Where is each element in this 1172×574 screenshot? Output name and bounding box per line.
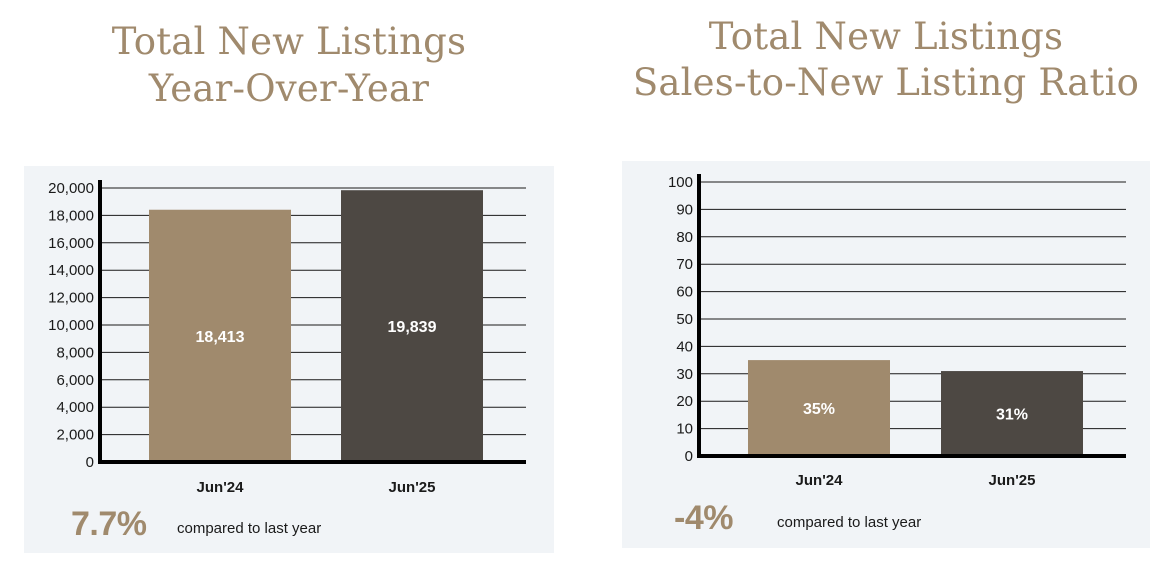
chart-title-left: Total New Listings Year-Over-Year bbox=[24, 18, 554, 112]
right-bar-value-label: 35% bbox=[803, 401, 835, 418]
left-y-tick-label: 12,000 bbox=[48, 290, 94, 307]
right-y-tick-label: 40 bbox=[676, 338, 693, 355]
left-y-tick-label: 0 bbox=[86, 454, 94, 471]
right-y-tick-label: 70 bbox=[676, 256, 693, 273]
left-y-tick-label: 14,000 bbox=[48, 262, 94, 279]
right-y-tick-label: 100 bbox=[668, 174, 693, 191]
chart-title-right-line1: Total New Listings bbox=[708, 15, 1064, 58]
chart-title-right: Total New Listings Sales-to-New Listing … bbox=[622, 14, 1150, 106]
left-y-tick-label: 18,000 bbox=[48, 207, 94, 224]
chart-left-svg: 0 2,000 4,000 6,000 8,000 10,000 12,000 14,000 1… bbox=[48, 180, 526, 496]
left-bar bbox=[341, 190, 483, 463]
right-y-tick-label: 0 bbox=[685, 448, 693, 465]
chart-title-right-line2: Sales-to-New Listing Ratio bbox=[632, 61, 1140, 104]
right-bar bbox=[748, 360, 890, 456]
right-x-tick-label: Jun'25 bbox=[989, 472, 1036, 489]
left-y-tick-label: 20,000 bbox=[48, 180, 94, 197]
change-percent-left: 7.7% bbox=[71, 505, 147, 543]
left-x-tick-label: Jun'25 bbox=[389, 479, 436, 496]
change-percent-right: -4% bbox=[674, 499, 733, 537]
right-bar-value-label: 31% bbox=[996, 407, 1028, 424]
right-y-tick-label: 60 bbox=[676, 284, 693, 301]
right-y-tick-label: 10 bbox=[676, 421, 693, 438]
left-y-tick-label: 8,000 bbox=[56, 344, 94, 361]
right-y-tick-label: 80 bbox=[676, 229, 693, 246]
left-bar-value-label: 18,413 bbox=[196, 329, 245, 346]
right-y-tick-label: 90 bbox=[676, 201, 693, 218]
change-caption-left: compared to last year bbox=[177, 520, 322, 537]
left-y-tick-label: 6,000 bbox=[56, 372, 94, 389]
left-y-tick-label: 10,000 bbox=[48, 317, 94, 334]
left-y-tick-label: 4,000 bbox=[56, 399, 94, 416]
right-x-tick-label: Jun'24 bbox=[796, 472, 844, 489]
right-y-tick-label: 30 bbox=[676, 366, 693, 383]
chart-title-left-line1: Total New Listings bbox=[111, 20, 467, 63]
chart-right-svg: 0 10 20 30 40 50 60 70 80 90 100 35% Jun'24 31% Jun'25 bbox=[668, 174, 1126, 489]
left-bar-value-label: 19,839 bbox=[388, 319, 437, 336]
left-x-tick-label: Jun'24 bbox=[197, 479, 245, 496]
chart-panel-left: 0 2,000 4,000 6,000 8,000 10,000 12,000 14,000 1… bbox=[24, 166, 554, 553]
right-y-tick-label: 50 bbox=[676, 311, 693, 328]
chart-title-left-line2: Year-Over-Year bbox=[148, 67, 430, 110]
right-bar bbox=[941, 371, 1083, 456]
left-y-tick-label: 2,000 bbox=[56, 427, 94, 444]
left-bar bbox=[149, 209, 291, 462]
right-y-tick-label: 20 bbox=[676, 393, 693, 410]
change-caption-right: compared to last year bbox=[777, 514, 922, 531]
chart-panel-right: 0 10 20 30 40 50 60 70 80 90 100 35% Jun'24 31% Jun'25… bbox=[622, 161, 1150, 548]
left-y-tick-label: 16,000 bbox=[48, 235, 94, 252]
